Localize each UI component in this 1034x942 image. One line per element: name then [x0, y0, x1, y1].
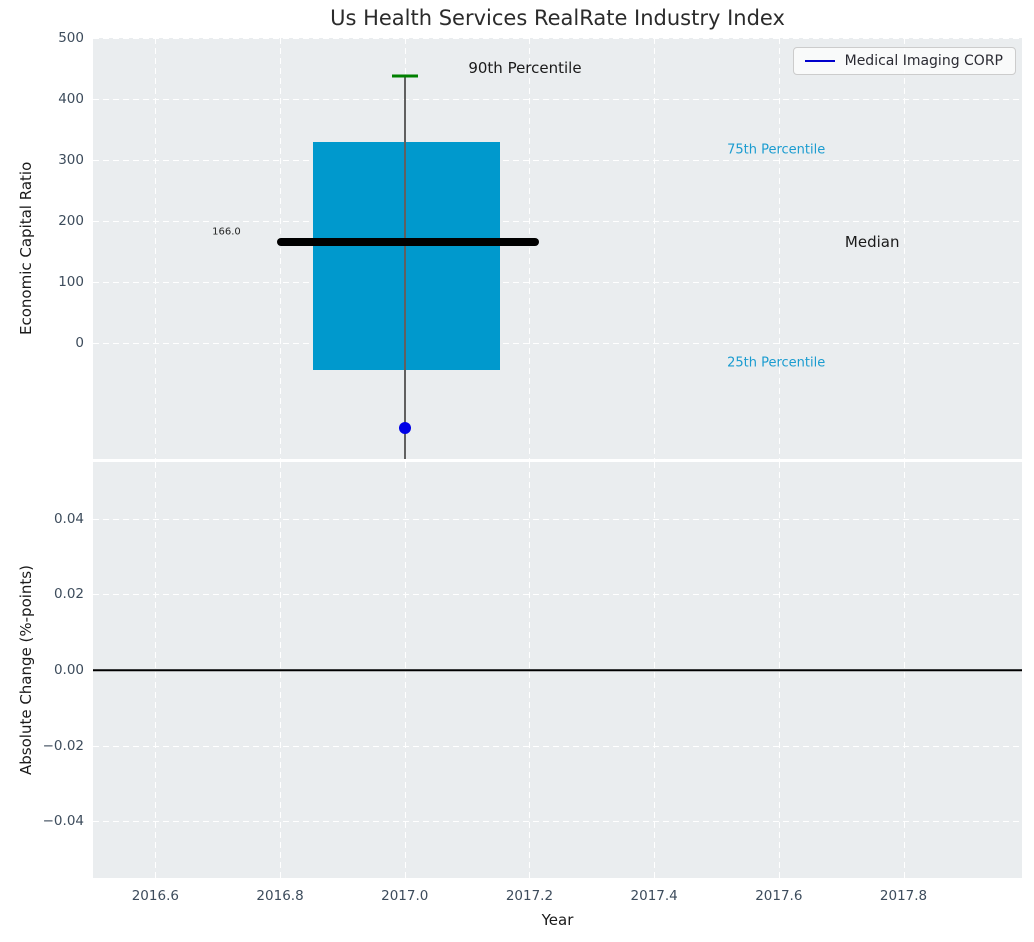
zero-line [93, 669, 1022, 671]
x-tick-label: 2016.6 [131, 888, 179, 904]
legend: Medical Imaging CORP [792, 47, 1016, 75]
top-plot-area [93, 38, 1022, 459]
h-gridline [93, 343, 1022, 345]
x-tick-label: 2017.8 [879, 888, 928, 904]
v-gridline [654, 38, 656, 459]
y-tick-label: −0.04 [42, 813, 84, 830]
bottom-subplot: 0.04 0.02 0.00 −0.02 −0.04 2016.6 2016.8 2017.0… [43, 462, 1022, 904]
x-axis-label: Year [541, 911, 574, 929]
annotation: Median [844, 232, 900, 251]
y-tick-label: 300 [58, 152, 84, 169]
chart-title: Us Health Services RealRate Industry Ind… [330, 6, 785, 30]
h-gridline [93, 99, 1022, 100]
annotation: 25th Percentile [727, 355, 826, 371]
y-tick-label: 100 [58, 274, 84, 291]
annotation: 166.0 [212, 226, 241, 238]
x-tick-label: 2017.6 [755, 888, 803, 904]
h-gridline [93, 282, 1022, 284]
x-tick-label: 2017.2 [505, 888, 554, 904]
company-point [398, 422, 411, 435]
h-gridline [93, 160, 1022, 162]
h-gridline [93, 221, 1022, 223]
y-tick-label: −0.02 [42, 737, 84, 754]
y-tick-label: 200 [58, 213, 84, 230]
h-gridline [93, 821, 1022, 823]
h-gridline [93, 594, 1022, 596]
top-subplot: Medical Imaging CORP 500 400 300 200 100 0 166… [58, 30, 1022, 459]
legend-line-swatch [804, 60, 835, 62]
whisker-line [403, 76, 406, 459]
y-axis-label-bottom: Absolute Change (%-points) [17, 565, 35, 775]
y-tick-label: 500 [58, 30, 84, 46]
x-tick-label: 2017.4 [630, 888, 678, 904]
bottom-plot-area [93, 462, 1022, 878]
p90-whisker-cap [391, 74, 418, 78]
y-axis-label-top: Economic Capital Ratio [17, 161, 35, 336]
x-tick-label: 2017.0 [381, 888, 429, 904]
y-tick-label: 0.00 [53, 662, 84, 678]
h-gridline [93, 745, 1022, 747]
v-gridline [280, 38, 282, 459]
annotation: 90th Percentile [468, 58, 582, 77]
median-line [276, 237, 539, 246]
y-tick-label: 0.02 [53, 586, 84, 603]
y-tick-label: 400 [58, 91, 84, 107]
v-gridline [155, 38, 157, 459]
x-tick-label: 2016.8 [256, 888, 304, 904]
iqr-box [313, 142, 501, 370]
annotation: 75th Percentile [727, 142, 826, 158]
h-gridline [93, 518, 1022, 520]
y-tick-label: 0 [75, 335, 84, 352]
y-tick-label: 0.04 [53, 510, 84, 527]
h-gridline [93, 38, 1022, 39]
legend-label: Medical Imaging CORP [844, 53, 1003, 69]
v-gridline [529, 38, 531, 459]
v-gridline [903, 38, 905, 459]
v-gridline [778, 38, 780, 459]
